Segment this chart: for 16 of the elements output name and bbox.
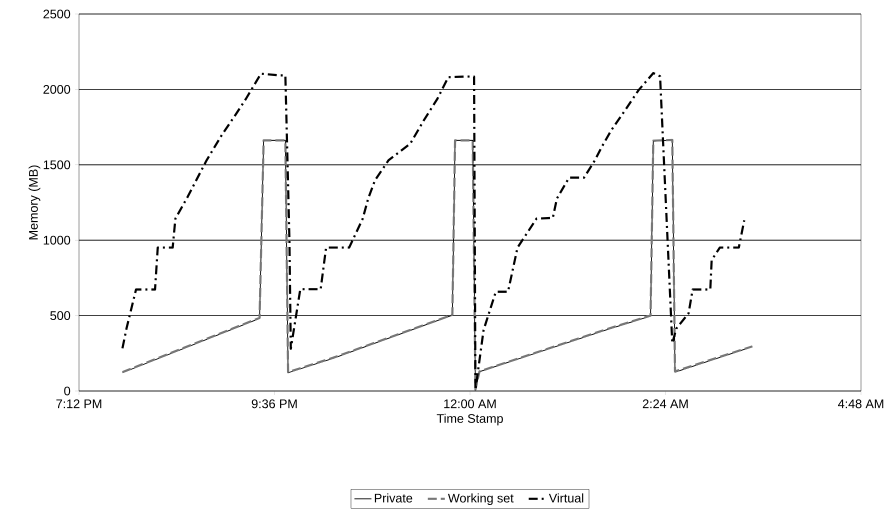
y-axis-title: Memory (MB): [28, 165, 40, 240]
x-tick-label: 4:48 AM: [838, 399, 884, 408]
x-tick-label: 2:24 AM: [642, 399, 688, 408]
y-tick-label: 1500: [44, 160, 70, 170]
x-tick-label: 7:12 PM: [56, 399, 102, 408]
y-tick-label: 1000: [44, 236, 70, 245]
x-tick-label: 12:00 AM: [444, 399, 496, 408]
y-tick-label: 500: [50, 311, 70, 320]
y-tick-label: 2500: [43, 10, 70, 18]
y-tick-label: 2000: [43, 84, 70, 94]
legend-label: Private: [374, 493, 412, 503]
x-axis-title: Time Stamp: [436, 414, 503, 426]
y-tick-label: 0: [64, 386, 70, 396]
x-tick-label: 9:36 PM: [252, 399, 297, 408]
legend-label: Working set: [448, 493, 514, 506]
legend-label: Virtual: [548, 493, 584, 503]
